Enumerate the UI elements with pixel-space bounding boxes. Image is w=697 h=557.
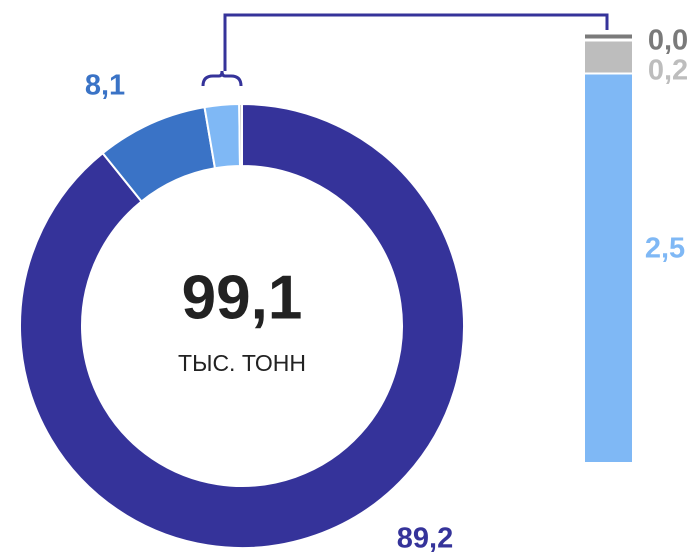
- total: 99,1: [182, 263, 303, 332]
- connector: [223, 13, 609, 71]
- value-label: 2,5: [645, 233, 685, 265]
- value-label: 0,0: [648, 25, 688, 57]
- detail-segment: [585, 41, 632, 73]
- bracket: [201, 70, 243, 87]
- donut-segment: [19, 102, 465, 549]
- value-label: 0,2: [648, 55, 688, 87]
- detail-segment: [585, 74, 632, 462]
- value-label: 8,1: [85, 70, 125, 102]
- value-label: 89,2: [397, 523, 453, 555]
- unit: ТЫС. ТОНН: [178, 350, 306, 376]
